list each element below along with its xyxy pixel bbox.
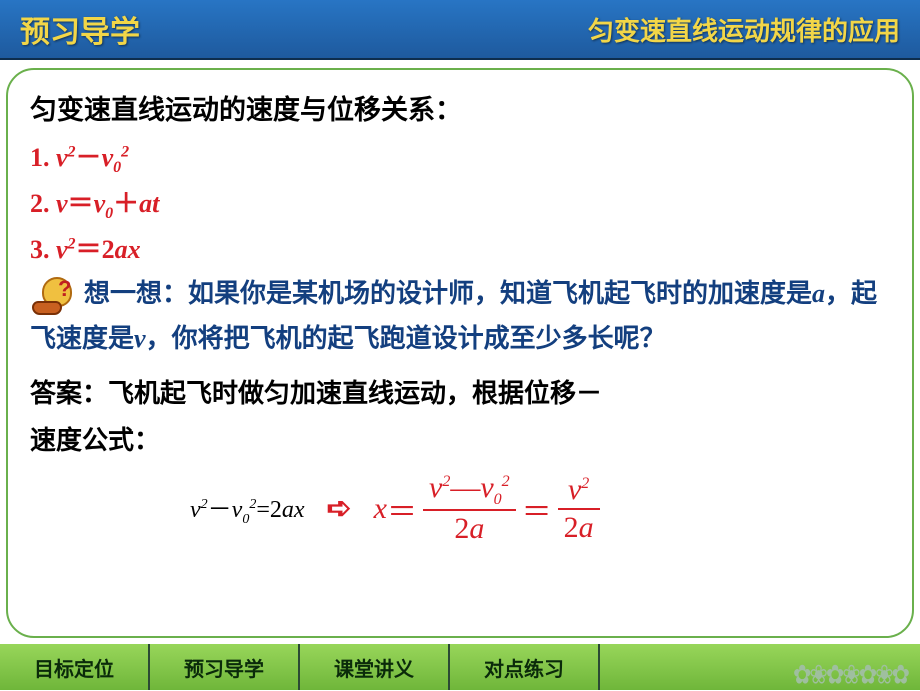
equation-2: 2. v＝v0＋at bbox=[30, 183, 890, 223]
eq1-zero: 0 bbox=[113, 159, 121, 176]
eq2-eq: ＝ bbox=[68, 189, 94, 218]
eq3-sq: 2 bbox=[68, 236, 76, 253]
fraction-1: v2—v02 2a bbox=[423, 470, 516, 547]
equation-1: 1. v2－v02 bbox=[30, 137, 890, 177]
eq2-plus: ＋ bbox=[113, 189, 139, 218]
fr1-v1: v bbox=[429, 471, 442, 504]
eq2-v0: v bbox=[94, 189, 106, 218]
think-lead: 想一想：如果你是某机场的设计师，知道飞机起飞时的加速度是 bbox=[84, 278, 812, 308]
fb-minus: － bbox=[208, 497, 232, 523]
fr1-zero: 0 bbox=[494, 491, 502, 508]
plants-deco-icon: ✿❀✿❀✿❀✿ bbox=[793, 659, 908, 690]
header-left-title: 预习导学 bbox=[20, 7, 140, 51]
nav-spacer: ✿❀✿❀✿❀✿ bbox=[600, 644, 920, 690]
eq2-a: a bbox=[139, 189, 152, 218]
eq3-a: a bbox=[115, 235, 128, 264]
fr1-two: 2 bbox=[454, 512, 469, 545]
answer-line1: 答案：飞机起飞时做匀加速直线运动，根据位移－ bbox=[30, 370, 890, 417]
fb-a: a bbox=[282, 497, 294, 523]
fr1-sq2: 2 bbox=[502, 473, 510, 490]
fr1-a: a bbox=[469, 512, 484, 545]
content-frame: 匀变速直线运动的速度与位移关系： 1. v2－v02 2. v＝v0＋at 3.… bbox=[6, 68, 914, 638]
fr-eq1: ＝ bbox=[387, 487, 417, 531]
think-var-v: v bbox=[134, 324, 146, 353]
eq2-num: 2. bbox=[30, 189, 56, 218]
fb-v1: v bbox=[190, 497, 201, 523]
section-heading: 匀变速直线运动的速度与位移关系： bbox=[30, 88, 890, 127]
fr2-a: a bbox=[579, 511, 594, 544]
eq2-t: t bbox=[152, 189, 159, 218]
answer-line2-label: 速度公式： bbox=[30, 417, 160, 464]
eq1-num: 1. bbox=[30, 143, 56, 172]
eq2-v: v bbox=[56, 189, 68, 218]
nav-lecture-button[interactable]: 课堂讲义 bbox=[300, 644, 450, 690]
think-icon: ? bbox=[30, 275, 76, 317]
arrow-icon: ➪ bbox=[327, 491, 352, 526]
header-bar: 预习导学 匀变速直线运动规律的应用 bbox=[0, 0, 920, 60]
eq1-v: v bbox=[56, 143, 68, 172]
think-tail: ，你将把飞机的起飞跑道设计成至少多长呢？ bbox=[146, 323, 666, 353]
fb-two: 2 bbox=[270, 497, 282, 523]
header-right-title: 匀变速直线运动规律的应用 bbox=[588, 11, 900, 48]
think-block: ? 想一想：如果你是某机场的设计师，知道飞机起飞时的加速度是a，起飞速度是v，你… bbox=[30, 272, 890, 360]
think-var-a: a bbox=[812, 279, 825, 308]
fr2-sq: 2 bbox=[581, 475, 589, 492]
nav-preview-button[interactable]: 预习导学 bbox=[150, 644, 300, 690]
fr-x: x bbox=[374, 492, 387, 526]
eq1-sq1: 2 bbox=[68, 143, 76, 160]
fb-zero: 0 bbox=[242, 512, 249, 527]
eq1-v0: v bbox=[102, 143, 114, 172]
eq1-minus: － bbox=[76, 143, 102, 172]
eq3-num: 3. bbox=[30, 235, 56, 264]
formula-black: v2－v02=2ax bbox=[190, 489, 305, 528]
eq3-v: v bbox=[56, 235, 68, 264]
fr2-two: 2 bbox=[564, 511, 579, 544]
eq3-two: 2 bbox=[102, 235, 115, 264]
eq3-eq: ＝ bbox=[76, 235, 102, 264]
nav-goal-button[interactable]: 目标定位 bbox=[0, 644, 150, 690]
fb-v2: v bbox=[232, 497, 243, 523]
equation-3: 3. v2＝2ax bbox=[30, 229, 890, 266]
fb-eq: = bbox=[256, 497, 270, 523]
bottom-nav: 目标定位 预习导学 课堂讲义 对点练习 ✿❀✿❀✿❀✿ bbox=[0, 644, 920, 690]
fb-x: x bbox=[294, 497, 305, 523]
formula-red: x＝ v2—v02 2a ＝ v2 2a bbox=[374, 470, 606, 547]
fr2-v: v bbox=[568, 473, 581, 506]
eq3-x: x bbox=[128, 235, 141, 264]
answer-block: 答案：飞机起飞时做匀加速直线运动，根据位移－ 速度公式： bbox=[30, 370, 890, 464]
fr1-minus: — bbox=[450, 471, 480, 504]
fb-sq1: 2 bbox=[201, 497, 208, 512]
formula-row: v2－v02=2ax ➪ x＝ v2—v02 2a ＝ v2 2a bbox=[30, 470, 890, 547]
fr-eq2: ＝ bbox=[522, 487, 552, 531]
fr1-v2: v bbox=[480, 471, 493, 504]
eq2-zero: 0 bbox=[105, 205, 113, 222]
nav-practice-button[interactable]: 对点练习 bbox=[450, 644, 600, 690]
eq1-sq2: 2 bbox=[121, 143, 129, 160]
fraction-2: v2 2a bbox=[558, 472, 600, 546]
